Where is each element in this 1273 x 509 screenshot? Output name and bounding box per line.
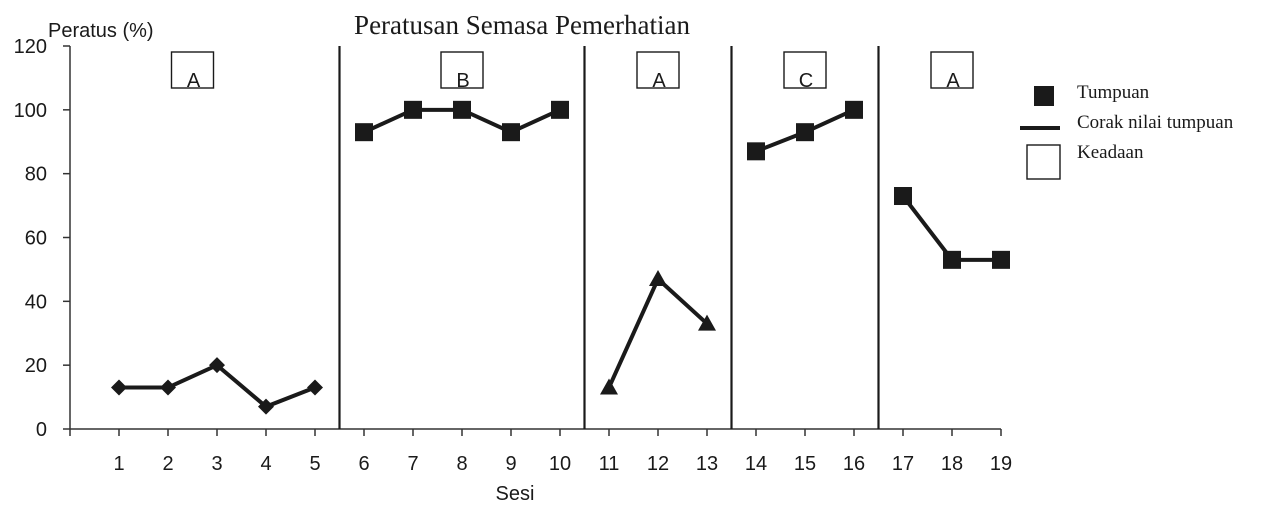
- y-tick-label: 20: [25, 355, 47, 377]
- data-point-triangle: [698, 314, 716, 331]
- y-tick-label: 0: [36, 419, 47, 441]
- phase-label: A: [652, 70, 666, 92]
- phase-label-box: [440, 51, 484, 89]
- y-tick-label: 120: [14, 36, 47, 58]
- y-tick-label: 80: [25, 164, 47, 186]
- y-tick-label: 60: [25, 228, 47, 250]
- data-point-square: [355, 123, 373, 142]
- legend-symbol-square: [1034, 86, 1054, 106]
- series-line: [901, 194, 1001, 262]
- x-tick-label: 19: [990, 453, 1012, 475]
- legend-label: Corak nilai tumpuan: [1077, 112, 1234, 133]
- phase-label: A: [946, 70, 960, 92]
- phase-label-box: [930, 51, 974, 89]
- data-point-triangle: [600, 378, 618, 395]
- phase-label-box: [636, 51, 680, 89]
- data-point-triangle: [649, 269, 667, 286]
- data-point-diamond: [111, 379, 127, 396]
- data-point-square: [747, 142, 765, 161]
- x-tick-label: 11: [599, 453, 620, 475]
- legend-symbol-box: [1026, 144, 1061, 180]
- data-point-square: [992, 250, 1010, 269]
- phase-label-box: [783, 51, 827, 89]
- x-tick-label: 16: [843, 453, 865, 475]
- x-tick-label: 6: [358, 453, 369, 475]
- data-point-square: [943, 250, 961, 269]
- x-tick-label: 13: [696, 453, 718, 475]
- x-tick-label: 3: [211, 453, 222, 475]
- data-point-diamond: [209, 357, 225, 374]
- data-point-square: [845, 100, 863, 119]
- data-point-square: [453, 100, 471, 119]
- x-tick-label: 1: [113, 453, 124, 475]
- x-tick-label: 9: [505, 453, 516, 475]
- x-tick-label: 8: [456, 453, 467, 475]
- x-tick-label: 10: [549, 453, 571, 475]
- phase-label: B: [456, 70, 469, 92]
- phase-label: C: [799, 70, 813, 92]
- y-tick-label: 100: [14, 100, 47, 122]
- data-point-square: [796, 123, 814, 142]
- x-tick-label: 4: [260, 453, 271, 475]
- series-line: [607, 275, 709, 389]
- x-tick-label: 7: [407, 453, 418, 475]
- data-point-diamond: [307, 379, 323, 396]
- y-axis-label: Peratus (%): [48, 20, 154, 42]
- legend-label: Keadaan: [1077, 142, 1144, 163]
- x-tick-label: 18: [941, 453, 963, 475]
- chart-title: Peratusan Semasa Pemerhatian: [354, 10, 690, 40]
- phase-label-box: [170, 51, 215, 89]
- x-tick-label: 17: [892, 453, 914, 475]
- data-point-square: [404, 100, 422, 119]
- y-tick-label: 40: [25, 291, 47, 313]
- x-axis-label: Sesi: [496, 483, 535, 504]
- x-tick-label: 2: [162, 453, 173, 475]
- legend: Tumpuan Corak nilai tumpuan Keadaan: [1020, 82, 1234, 180]
- x-tick-label: 12: [647, 453, 669, 475]
- legend-label: Tumpuan: [1077, 82, 1150, 103]
- data-point-square: [551, 100, 569, 119]
- data-point-diamond: [160, 379, 176, 396]
- x-tick-label: 5: [309, 453, 320, 475]
- data-point-diamond: [258, 398, 274, 415]
- x-tick-label: 14: [745, 453, 767, 475]
- data-point-square: [894, 187, 912, 206]
- phase-label: A: [187, 70, 201, 92]
- x-tick-label: 15: [794, 453, 816, 475]
- data-point-square: [502, 123, 520, 142]
